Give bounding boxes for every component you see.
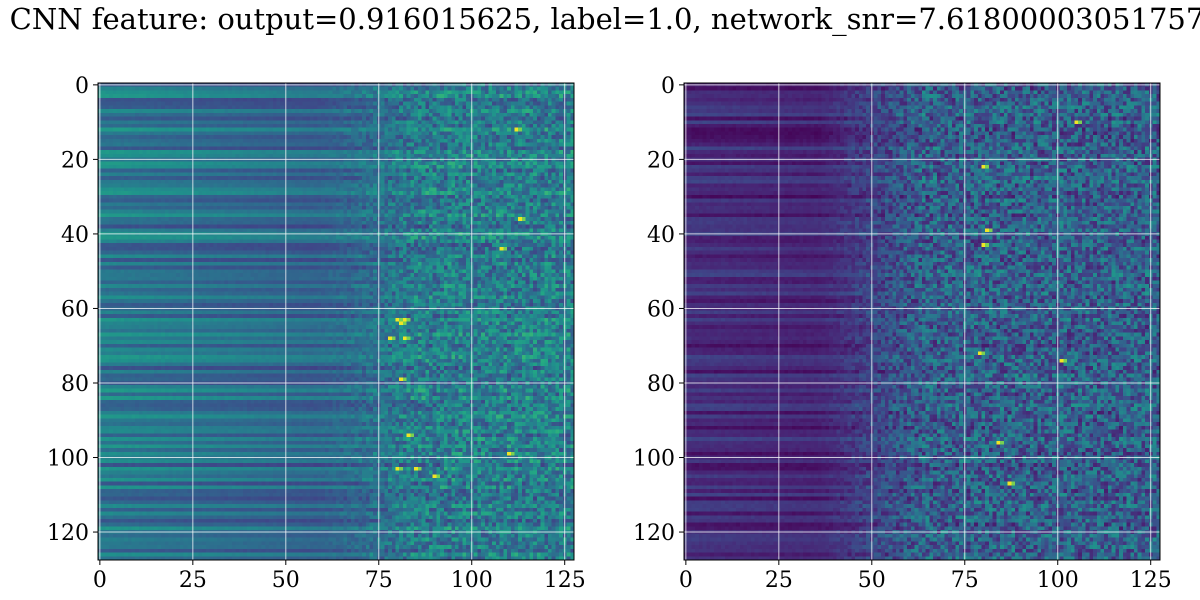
x-tick-label-right-2: 50 xyxy=(858,568,886,593)
heatmap-image-right xyxy=(684,83,1160,560)
axes-frame-right xyxy=(683,82,1161,561)
y-tick-label-right-1: 20 xyxy=(647,148,675,173)
y-tick-label-right-4: 80 xyxy=(647,372,675,397)
y-tick-label-right-2: 40 xyxy=(647,223,675,248)
y-tick-label-left-4: 80 xyxy=(61,372,89,397)
y-tick-label-left-1: 20 xyxy=(61,148,89,173)
y-tick-label-left-3: 60 xyxy=(61,297,89,322)
y-tick-label-left-5: 100 xyxy=(47,447,89,472)
x-tick-label-right-0: 0 xyxy=(679,568,693,593)
y-tick-label-right-3: 60 xyxy=(647,297,675,322)
x-tick-label-left-4: 100 xyxy=(451,568,493,593)
x-tick-label-left-5: 125 xyxy=(544,568,586,593)
x-tick-label-right-5: 125 xyxy=(1130,568,1172,593)
x-tick-label-right-4: 100 xyxy=(1037,568,1079,593)
heatmap-left: 0 25 50 75 100 125 0 20 40 60 80 100 120 xyxy=(47,74,586,593)
heatmap-right: 0 25 50 75 100 125 0 20 40 60 80 100 120 xyxy=(633,74,1172,593)
figure-title: G CNN feature: output=0.916015625, label… xyxy=(0,2,1200,36)
x-tick-label-left-3: 75 xyxy=(365,568,393,593)
heatmap-image-left xyxy=(98,83,574,560)
y-tick-label-right-6: 120 xyxy=(633,521,675,546)
y-tick-label-left-0: 0 xyxy=(75,74,89,99)
x-tick-label-left-1: 25 xyxy=(179,568,207,593)
x-tick-label-right-3: 75 xyxy=(951,568,979,593)
axes-frame-left xyxy=(97,82,575,561)
x-tick-label-right-1: 25 xyxy=(765,568,793,593)
x-tick-label-left-0: 0 xyxy=(93,568,107,593)
x-tick-label-left-2: 50 xyxy=(272,568,300,593)
y-tick-label-left-6: 120 xyxy=(47,521,89,546)
y-tick-label-right-5: 100 xyxy=(633,447,675,472)
y-tick-label-right-0: 0 xyxy=(661,74,675,99)
y-tick-label-left-2: 40 xyxy=(61,223,89,248)
